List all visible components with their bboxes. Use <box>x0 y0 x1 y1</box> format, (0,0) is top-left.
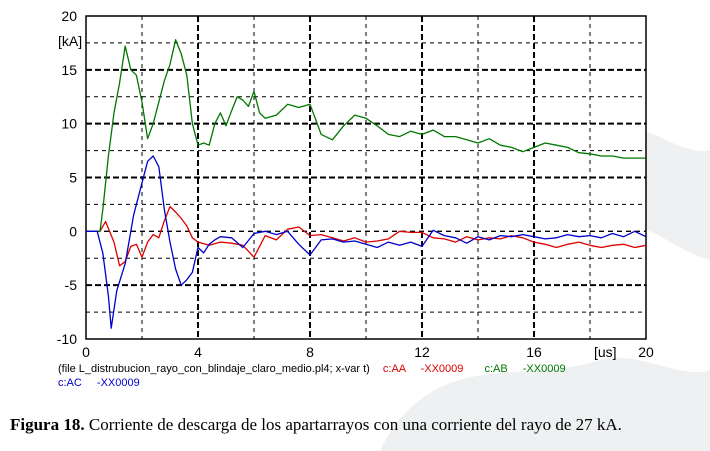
svg-text:(file L_distrubucion_rayo_con_: (file L_distrubucion_rayo_con_blindaje_c… <box>58 363 566 375</box>
legend-suffix-aa: -XX0009 <box>421 363 464 375</box>
data-series <box>86 39 647 329</box>
series-line-ab <box>86 39 646 232</box>
caption-label: Figura 18. <box>10 415 85 434</box>
svg-text:c:AC -XX0009: c:AC -XX0009 <box>58 377 140 389</box>
x-tick-label: 8 <box>306 344 314 360</box>
x-tick-label: 0 <box>82 344 90 360</box>
legend-label-aa: c:AA <box>383 363 407 375</box>
y-tick-label: 5 <box>69 170 77 186</box>
x-tick-label: 16 <box>526 344 542 360</box>
x-tick-labels: 0 4 8 12 16 20 <box>82 344 654 360</box>
legend: (file L_distrubucion_rayo_con_blindaje_c… <box>58 363 566 389</box>
caption-text: Corriente de descarga de los apartarrayo… <box>84 415 622 434</box>
y-tick-label: -10 <box>57 331 77 347</box>
legend-file-text: (file L_distrubucion_rayo_con_blindaje_c… <box>58 363 370 375</box>
y-tick-label: -5 <box>65 277 78 293</box>
x-tick-label: 20 <box>638 344 654 360</box>
legend-label-ac: c:AC <box>58 377 82 389</box>
legend-suffix-ac: -XX0009 <box>97 377 140 389</box>
y-tick-label: 0 <box>69 223 77 239</box>
x-unit-label: [us] <box>594 344 617 360</box>
y-unit-label: [kA] <box>58 33 82 49</box>
series-line-aa <box>86 205 647 267</box>
figure-caption: Figura 18. Corriente de descarga de los … <box>10 415 710 435</box>
y-tick-label: 15 <box>61 62 77 78</box>
legend-suffix-ab: -XX0009 <box>523 363 566 375</box>
legend-label-ab: c:AB <box>484 363 507 375</box>
series-line-ac <box>86 155 647 329</box>
y-tick-labels: -10 -5 0 5 10 15 20 <box>57 8 77 347</box>
grid-lines <box>86 16 646 339</box>
y-tick-label: 20 <box>61 8 77 24</box>
x-tick-label: 12 <box>414 344 430 360</box>
y-tick-label: 10 <box>61 116 77 132</box>
x-tick-label: 4 <box>194 344 202 360</box>
